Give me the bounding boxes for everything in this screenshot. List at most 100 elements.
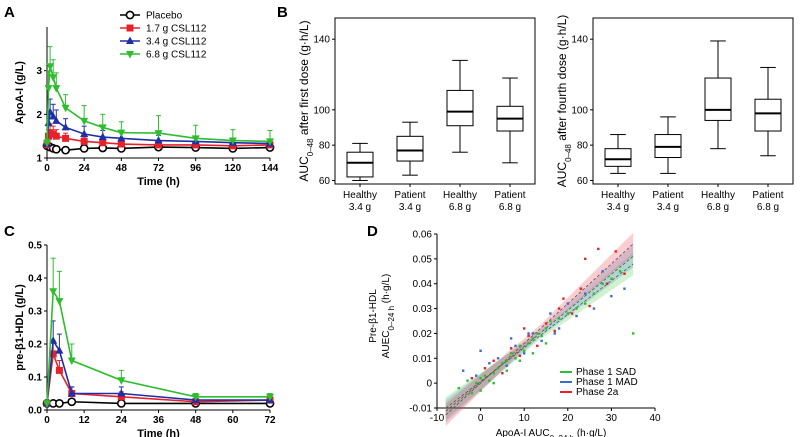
- panel-d-data-point: [488, 379, 491, 382]
- panel-a-data-point: [52, 132, 60, 140]
- panel-d-data-point: [514, 357, 517, 360]
- panel-a-data-point: [44, 118, 53, 127]
- panel-a-data-point: [99, 139, 107, 147]
- panel-d-data-point: [492, 359, 495, 362]
- panel-b2-x-tick-label: Patient: [752, 190, 783, 201]
- panel-c-data-point: [55, 298, 64, 306]
- panel-b2-x-tick-label: Patient: [652, 190, 683, 201]
- panel-a-data-point: [98, 124, 107, 132]
- panel-b1-iqr-box: [446, 89, 474, 127]
- panel-c-x-axis-label: Time (h): [137, 428, 180, 437]
- panel-d-y-tick-label: 0: [426, 379, 432, 390]
- panel-d-y-tick-label: 0.05: [413, 254, 433, 265]
- panel-b2-y-tick-label: 100: [571, 105, 588, 116]
- panel-d-data-point: [509, 337, 513, 340]
- panel-c-data-point: [116, 398, 126, 408]
- panel-d-data-point: [527, 332, 530, 335]
- panel-d-data-point: [579, 287, 583, 290]
- panel-d-data-point: [623, 272, 626, 275]
- panel-d-data-point: [523, 327, 526, 330]
- panel-d-data-point: [509, 352, 513, 355]
- panel-a-y-tick-label: 1: [36, 154, 42, 165]
- panel-a-data-point: [98, 132, 107, 141]
- panel-b2-iqr-box: [754, 98, 782, 132]
- panel-d-data-point: [536, 332, 539, 335]
- panel-d-data-point: [553, 332, 556, 335]
- panel-c-x-tick-label: 72: [264, 415, 276, 426]
- panel-d-data-point: [570, 312, 574, 315]
- panel-a-data-point: [52, 116, 61, 124]
- panel-c-x-tick-label: 0: [44, 415, 50, 426]
- panel-b1-y-tick-label: 100: [313, 105, 330, 116]
- panel-c-y-tick-label: 0.5: [28, 241, 42, 252]
- panel-c-data-point: [55, 366, 63, 374]
- panel-d-data-point: [505, 364, 508, 367]
- panel-d-data-point: [592, 292, 596, 295]
- panel-d-data-point: [518, 344, 522, 348]
- panel-d-data-point: [575, 307, 578, 310]
- panel-b1-x-tick-label: Healthy: [343, 190, 377, 201]
- panel-c-y-axis-label: pre-β1-HDL (g/L): [14, 284, 26, 371]
- panel-b2-y-tick-label: 80: [577, 141, 589, 152]
- panel-d-legend-label: Phase 1 MAD: [576, 377, 638, 388]
- panel-b2-y-axis-label: AUC0–48 after fourth dose (g·h/L): [555, 15, 573, 188]
- panel-b2-box-1: [654, 116, 682, 174]
- panel-d-data-point: [479, 389, 482, 392]
- panel-d-data-point: [492, 381, 495, 385]
- panel-c-chart: 0 12 24 36 48 60 72 0.0 0.1 0.2 0.3 0.4 0.5 Time (h) p…: [14, 241, 276, 437]
- panel-c-data-point: [54, 398, 64, 408]
- panel-b1-box-2: [446, 59, 474, 153]
- panel-c-data-point: [117, 389, 126, 397]
- panel-b2-box-0: [604, 134, 632, 174]
- panel-a-data-point: [192, 141, 200, 149]
- panel-a-x-tick-label: 96: [190, 163, 202, 174]
- panel-c-series-line: [47, 400, 270, 405]
- panel-d-x-tick-label: 30: [606, 413, 618, 424]
- panel-d-data-point: [479, 376, 482, 380]
- panel-a-y-tick-label: 3: [36, 66, 42, 77]
- panel-d-data-point: [601, 270, 604, 273]
- panel-d-data-point: [623, 287, 626, 290]
- panel-letter-b: B: [277, 4, 288, 21]
- panel-d-data-point: [553, 329, 556, 333]
- panel-a-legend-marker: [126, 36, 134, 44]
- panel-d-data-point: [466, 379, 469, 382]
- panel-d-data-point: [610, 277, 613, 280]
- panel-a-data-point: [117, 133, 126, 142]
- panel-b1-y-tick-label: 80: [319, 141, 331, 152]
- panel-a-y-axis-label: ApoA-I (g/L): [14, 61, 26, 124]
- panel-d-y-tick-label: 0.03: [413, 304, 433, 315]
- panel-d-data-point: [505, 359, 508, 362]
- panel-a-data-point: [80, 117, 89, 126]
- panel-a-x-tick-label: 120: [224, 163, 241, 174]
- panel-a-legend-label: 3.4 g CSL112: [146, 37, 207, 48]
- panel-a-x-axis-label: Time (h): [137, 176, 180, 188]
- panel-b2-iqr-box: [704, 77, 732, 121]
- panel-c-data-point: [67, 389, 76, 397]
- panel-b1-x-tick-sublabel: 3.4 g: [349, 202, 371, 213]
- panel-d-data-point: [518, 354, 522, 357]
- panel-c-y-tick-label: 0.2: [28, 340, 42, 351]
- panel-d-data-point: [483, 367, 487, 370]
- panel-a-data-point: [117, 129, 126, 138]
- panel-d-data-point: [584, 257, 587, 261]
- panel-d-data-point: [562, 297, 565, 300]
- panel-d-data-point: [584, 292, 587, 295]
- panel-a-x-tick-label: 72: [153, 163, 165, 174]
- panel-d-data-point: [592, 307, 596, 310]
- panel-d-data-point: [501, 362, 504, 365]
- panel-d-data-point: [527, 334, 530, 338]
- panel-d-x-tick-label: 10: [519, 413, 531, 424]
- panel-b2-x-tick-sublabel: 3.4 g: [657, 202, 679, 213]
- panel-b1-iqr-box: [396, 135, 424, 162]
- panel-d-data-point: [531, 352, 535, 355]
- panel-d-chart: -10 0 10 20 30 40 -0.01 0 0.01 0.02 0.03 0.04 0.05 0.…: [368, 230, 661, 437]
- panel-d-legend-label: Phase 1 SAD: [576, 367, 636, 378]
- panel-a-y-tick-label: 2: [36, 110, 42, 121]
- panel-a-data-point: [44, 85, 53, 93]
- panel-d-x-tick-label: 0: [478, 413, 484, 424]
- panel-d-y-axis-label-2: AUEC0–24 h (h·g/L): [381, 274, 396, 359]
- panel-d-x-tick-label: -10: [430, 413, 445, 424]
- panel-d-data-point: [475, 374, 478, 377]
- panel-d-y-tick-label: 0.01: [413, 354, 433, 365]
